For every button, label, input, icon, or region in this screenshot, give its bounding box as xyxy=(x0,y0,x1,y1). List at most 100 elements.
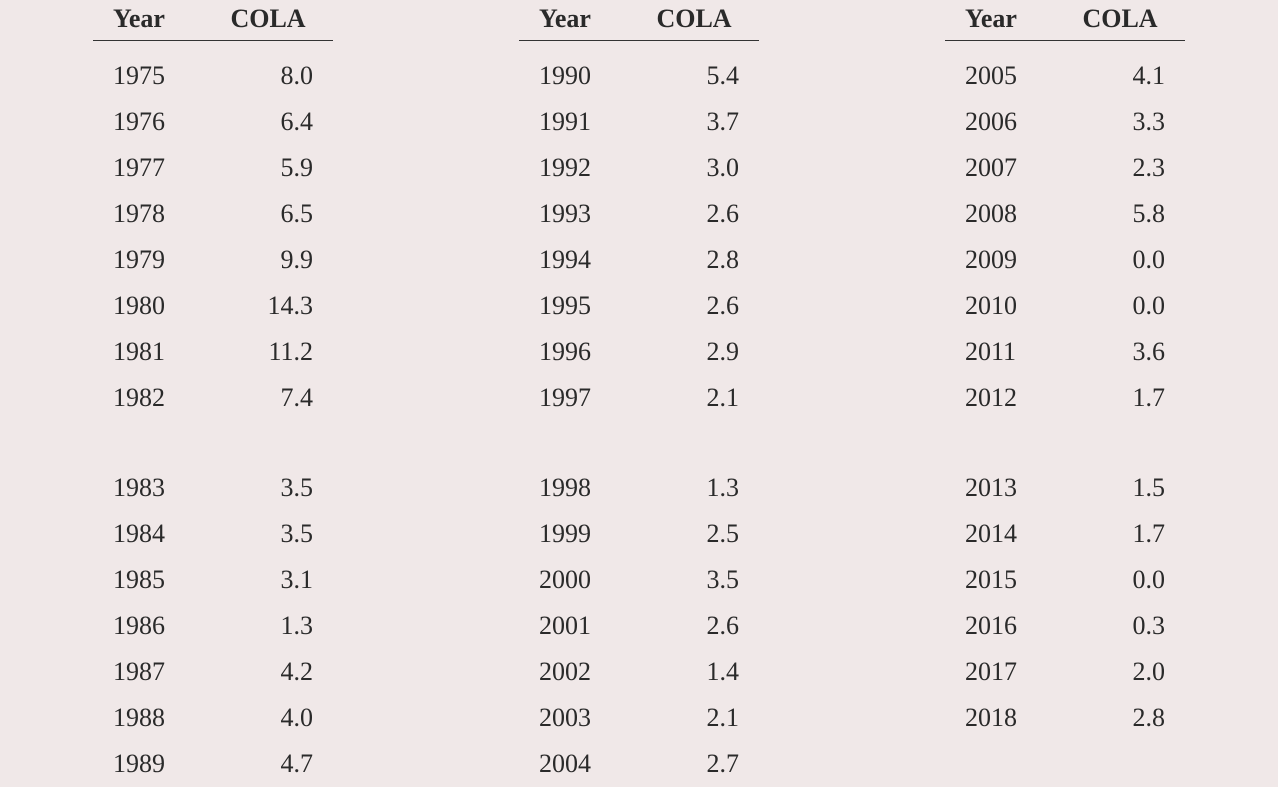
cola-cell: 4.0 xyxy=(203,703,333,733)
year-cell: 1987 xyxy=(93,657,203,687)
year-cell: 2003 xyxy=(519,703,629,733)
table-row: 19942.8 xyxy=(519,237,759,283)
table-row: 20150.0 xyxy=(945,557,1185,603)
cola-table-column-3: Year COLA 20054.120063.320072.320085.820… xyxy=(945,0,1185,760)
cola-header: COLA xyxy=(1055,4,1185,34)
cola-cell: 4.2 xyxy=(203,657,333,687)
table-row: 19981.3 xyxy=(519,465,759,511)
table-row: 19833.5 xyxy=(93,465,333,511)
table-row: 20113.6 xyxy=(945,329,1185,375)
cola-cell: 3.6 xyxy=(1055,337,1185,367)
table-row: 20090.0 xyxy=(945,237,1185,283)
cola-cell: 3.3 xyxy=(1055,107,1185,137)
cola-table-column-1: Year COLA 19758.019766.419775.919786.519… xyxy=(93,0,333,760)
cola-cell: 4.7 xyxy=(203,749,333,779)
cola-cell: 1.4 xyxy=(629,657,759,687)
cola-cell: 2.5 xyxy=(629,519,759,549)
table-row: 20042.7 xyxy=(519,741,759,787)
year-cell: 2008 xyxy=(945,199,1055,229)
table-row: 20085.8 xyxy=(945,191,1185,237)
table-row: 19766.4 xyxy=(93,99,333,145)
cola-cell: 2.6 xyxy=(629,611,759,641)
table-row: 20182.8 xyxy=(945,695,1185,741)
column-header-row: Year COLA xyxy=(519,4,759,41)
year-cell: 1980 xyxy=(93,291,203,321)
year-cell: 1997 xyxy=(519,383,629,413)
cola-cell: 2.8 xyxy=(629,245,759,275)
table-row: 20172.0 xyxy=(945,649,1185,695)
column-header-row: Year COLA xyxy=(945,4,1185,41)
table-row: 19884.0 xyxy=(93,695,333,741)
year-cell: 2002 xyxy=(519,657,629,687)
table-row: 19861.3 xyxy=(93,603,333,649)
table-row: 20021.4 xyxy=(519,649,759,695)
table-row: 20063.3 xyxy=(945,99,1185,145)
cola-cell: 0.3 xyxy=(1055,611,1185,641)
cola-cell: 7.4 xyxy=(203,383,333,413)
table-row: 19952.6 xyxy=(519,283,759,329)
year-cell: 2001 xyxy=(519,611,629,641)
table-row: 19913.7 xyxy=(519,99,759,145)
table-row: 20100.0 xyxy=(945,283,1185,329)
cola-cell: 2.6 xyxy=(629,199,759,229)
cola-cell: 11.2 xyxy=(203,337,333,367)
year-cell: 2010 xyxy=(945,291,1055,321)
year-cell: 2018 xyxy=(945,703,1055,733)
column-body-3: 20054.120063.320072.320085.820090.020100… xyxy=(945,53,1185,741)
table-row: 198014.3 xyxy=(93,283,333,329)
cola-cell: 0.0 xyxy=(1055,291,1185,321)
year-cell: 2015 xyxy=(945,565,1055,595)
table-row: 19923.0 xyxy=(519,145,759,191)
year-cell: 1979 xyxy=(93,245,203,275)
year-cell: 2005 xyxy=(945,61,1055,91)
cola-cell: 1.3 xyxy=(203,611,333,641)
cola-cell: 2.8 xyxy=(1055,703,1185,733)
row-gap xyxy=(519,421,759,465)
cola-cell: 0.0 xyxy=(1055,565,1185,595)
table-row: 19874.2 xyxy=(93,649,333,695)
year-header: Year xyxy=(945,4,1055,34)
year-cell: 1996 xyxy=(519,337,629,367)
year-cell: 2009 xyxy=(945,245,1055,275)
cola-cell: 3.7 xyxy=(629,107,759,137)
table-row: 19894.7 xyxy=(93,741,333,787)
cola-cell: 2.1 xyxy=(629,383,759,413)
column-header-row: Year COLA xyxy=(93,4,333,41)
cola-cell: 5.4 xyxy=(629,61,759,91)
year-cell: 2012 xyxy=(945,383,1055,413)
cola-cell: 2.7 xyxy=(629,749,759,779)
table-row: 19799.9 xyxy=(93,237,333,283)
cola-cell: 2.6 xyxy=(629,291,759,321)
cola-cell: 1.7 xyxy=(1055,383,1185,413)
table-row: 198111.2 xyxy=(93,329,333,375)
cola-cell: 2.0 xyxy=(1055,657,1185,687)
table-row: 20160.3 xyxy=(945,603,1185,649)
cola-cell: 3.0 xyxy=(629,153,759,183)
table-row: 19786.5 xyxy=(93,191,333,237)
year-header: Year xyxy=(93,4,203,34)
year-cell: 1991 xyxy=(519,107,629,137)
cola-cell: 6.5 xyxy=(203,199,333,229)
row-gap xyxy=(945,421,1185,465)
cola-cell: 3.5 xyxy=(203,473,333,503)
cola-cell: 3.5 xyxy=(629,565,759,595)
cola-cell: 4.1 xyxy=(1055,61,1185,91)
year-cell: 2017 xyxy=(945,657,1055,687)
table-row: 19992.5 xyxy=(519,511,759,557)
table-row: 19932.6 xyxy=(519,191,759,237)
year-cell: 1977 xyxy=(93,153,203,183)
year-cell: 2006 xyxy=(945,107,1055,137)
year-cell: 1995 xyxy=(519,291,629,321)
year-cell: 1993 xyxy=(519,199,629,229)
table-row: 20012.6 xyxy=(519,603,759,649)
year-cell: 2014 xyxy=(945,519,1055,549)
cola-cell: 8.0 xyxy=(203,61,333,91)
year-cell: 1981 xyxy=(93,337,203,367)
table-row: 20141.7 xyxy=(945,511,1185,557)
year-cell: 1999 xyxy=(519,519,629,549)
cola-header: COLA xyxy=(629,4,759,34)
table-row: 20072.3 xyxy=(945,145,1185,191)
year-cell: 1985 xyxy=(93,565,203,595)
cola-header: COLA xyxy=(203,4,333,34)
table-row: 19905.4 xyxy=(519,53,759,99)
